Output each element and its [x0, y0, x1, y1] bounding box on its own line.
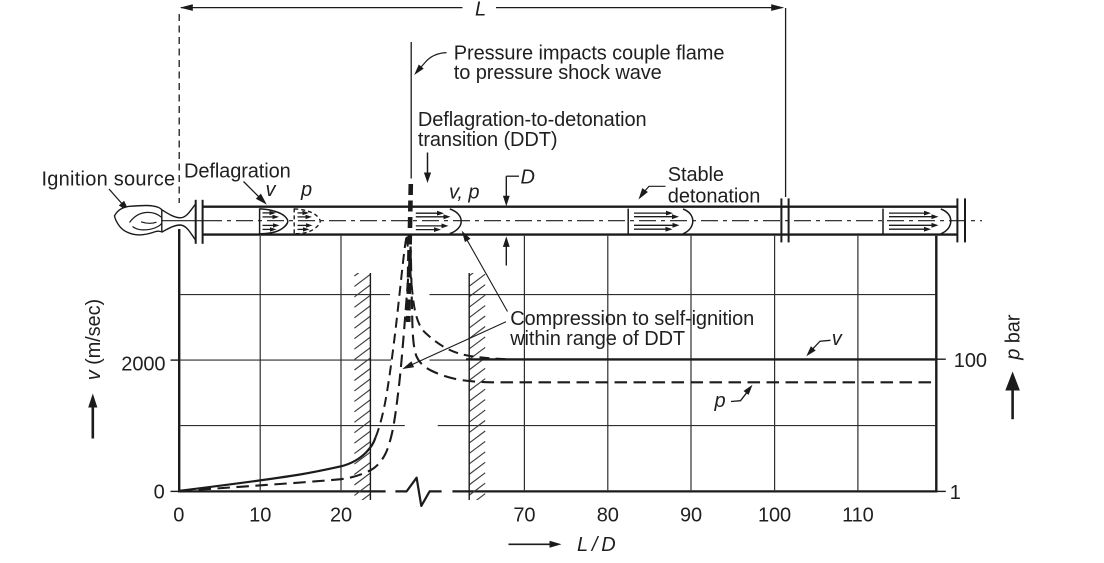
svg-text:Compression to self-ignition: Compression to self-ignition	[510, 308, 754, 330]
svg-text:Deflagration: Deflagration	[184, 161, 291, 183]
svg-text:transition (DDT): transition (DDT)	[418, 129, 558, 151]
svg-text:L / D: L / D	[577, 534, 616, 556]
svg-text:Deflagration-to-detonation: Deflagration-to-detonation	[418, 109, 647, 131]
svg-text:0: 0	[154, 482, 165, 504]
svg-text:p bar: p bar	[1003, 314, 1025, 361]
svg-text:L: L	[475, 0, 486, 20]
svg-text:2000: 2000	[121, 353, 165, 375]
svg-text:p: p	[714, 390, 726, 412]
svg-text:20: 20	[330, 504, 352, 526]
svg-text:1: 1	[950, 482, 961, 504]
svg-text:100: 100	[758, 504, 791, 526]
svg-text:v: v	[266, 179, 277, 201]
svg-text:10: 10	[249, 504, 271, 526]
svg-text:Ignition source: Ignition source	[42, 168, 176, 190]
svg-text:80: 80	[597, 504, 619, 526]
svg-text:to pressure shock wave: to pressure shock wave	[454, 62, 662, 84]
svg-text:Pressure impacts couple flame: Pressure impacts couple flame	[454, 42, 725, 64]
svg-text:70: 70	[513, 504, 535, 526]
svg-text:D: D	[521, 167, 535, 189]
svg-text:90: 90	[680, 504, 702, 526]
svg-text:within range of DDT: within range of DDT	[509, 328, 685, 350]
svg-text:Stable: Stable	[668, 164, 724, 186]
svg-text:v, p: v, p	[449, 181, 479, 203]
svg-text:100: 100	[954, 350, 987, 372]
svg-text:detonation: detonation	[668, 186, 760, 208]
svg-text:v (m/sec): v (m/sec)	[83, 299, 105, 380]
svg-text:p: p	[300, 179, 312, 201]
svg-text:v: v	[832, 328, 843, 350]
svg-text:110: 110	[842, 504, 874, 526]
svg-text:0: 0	[173, 504, 184, 526]
